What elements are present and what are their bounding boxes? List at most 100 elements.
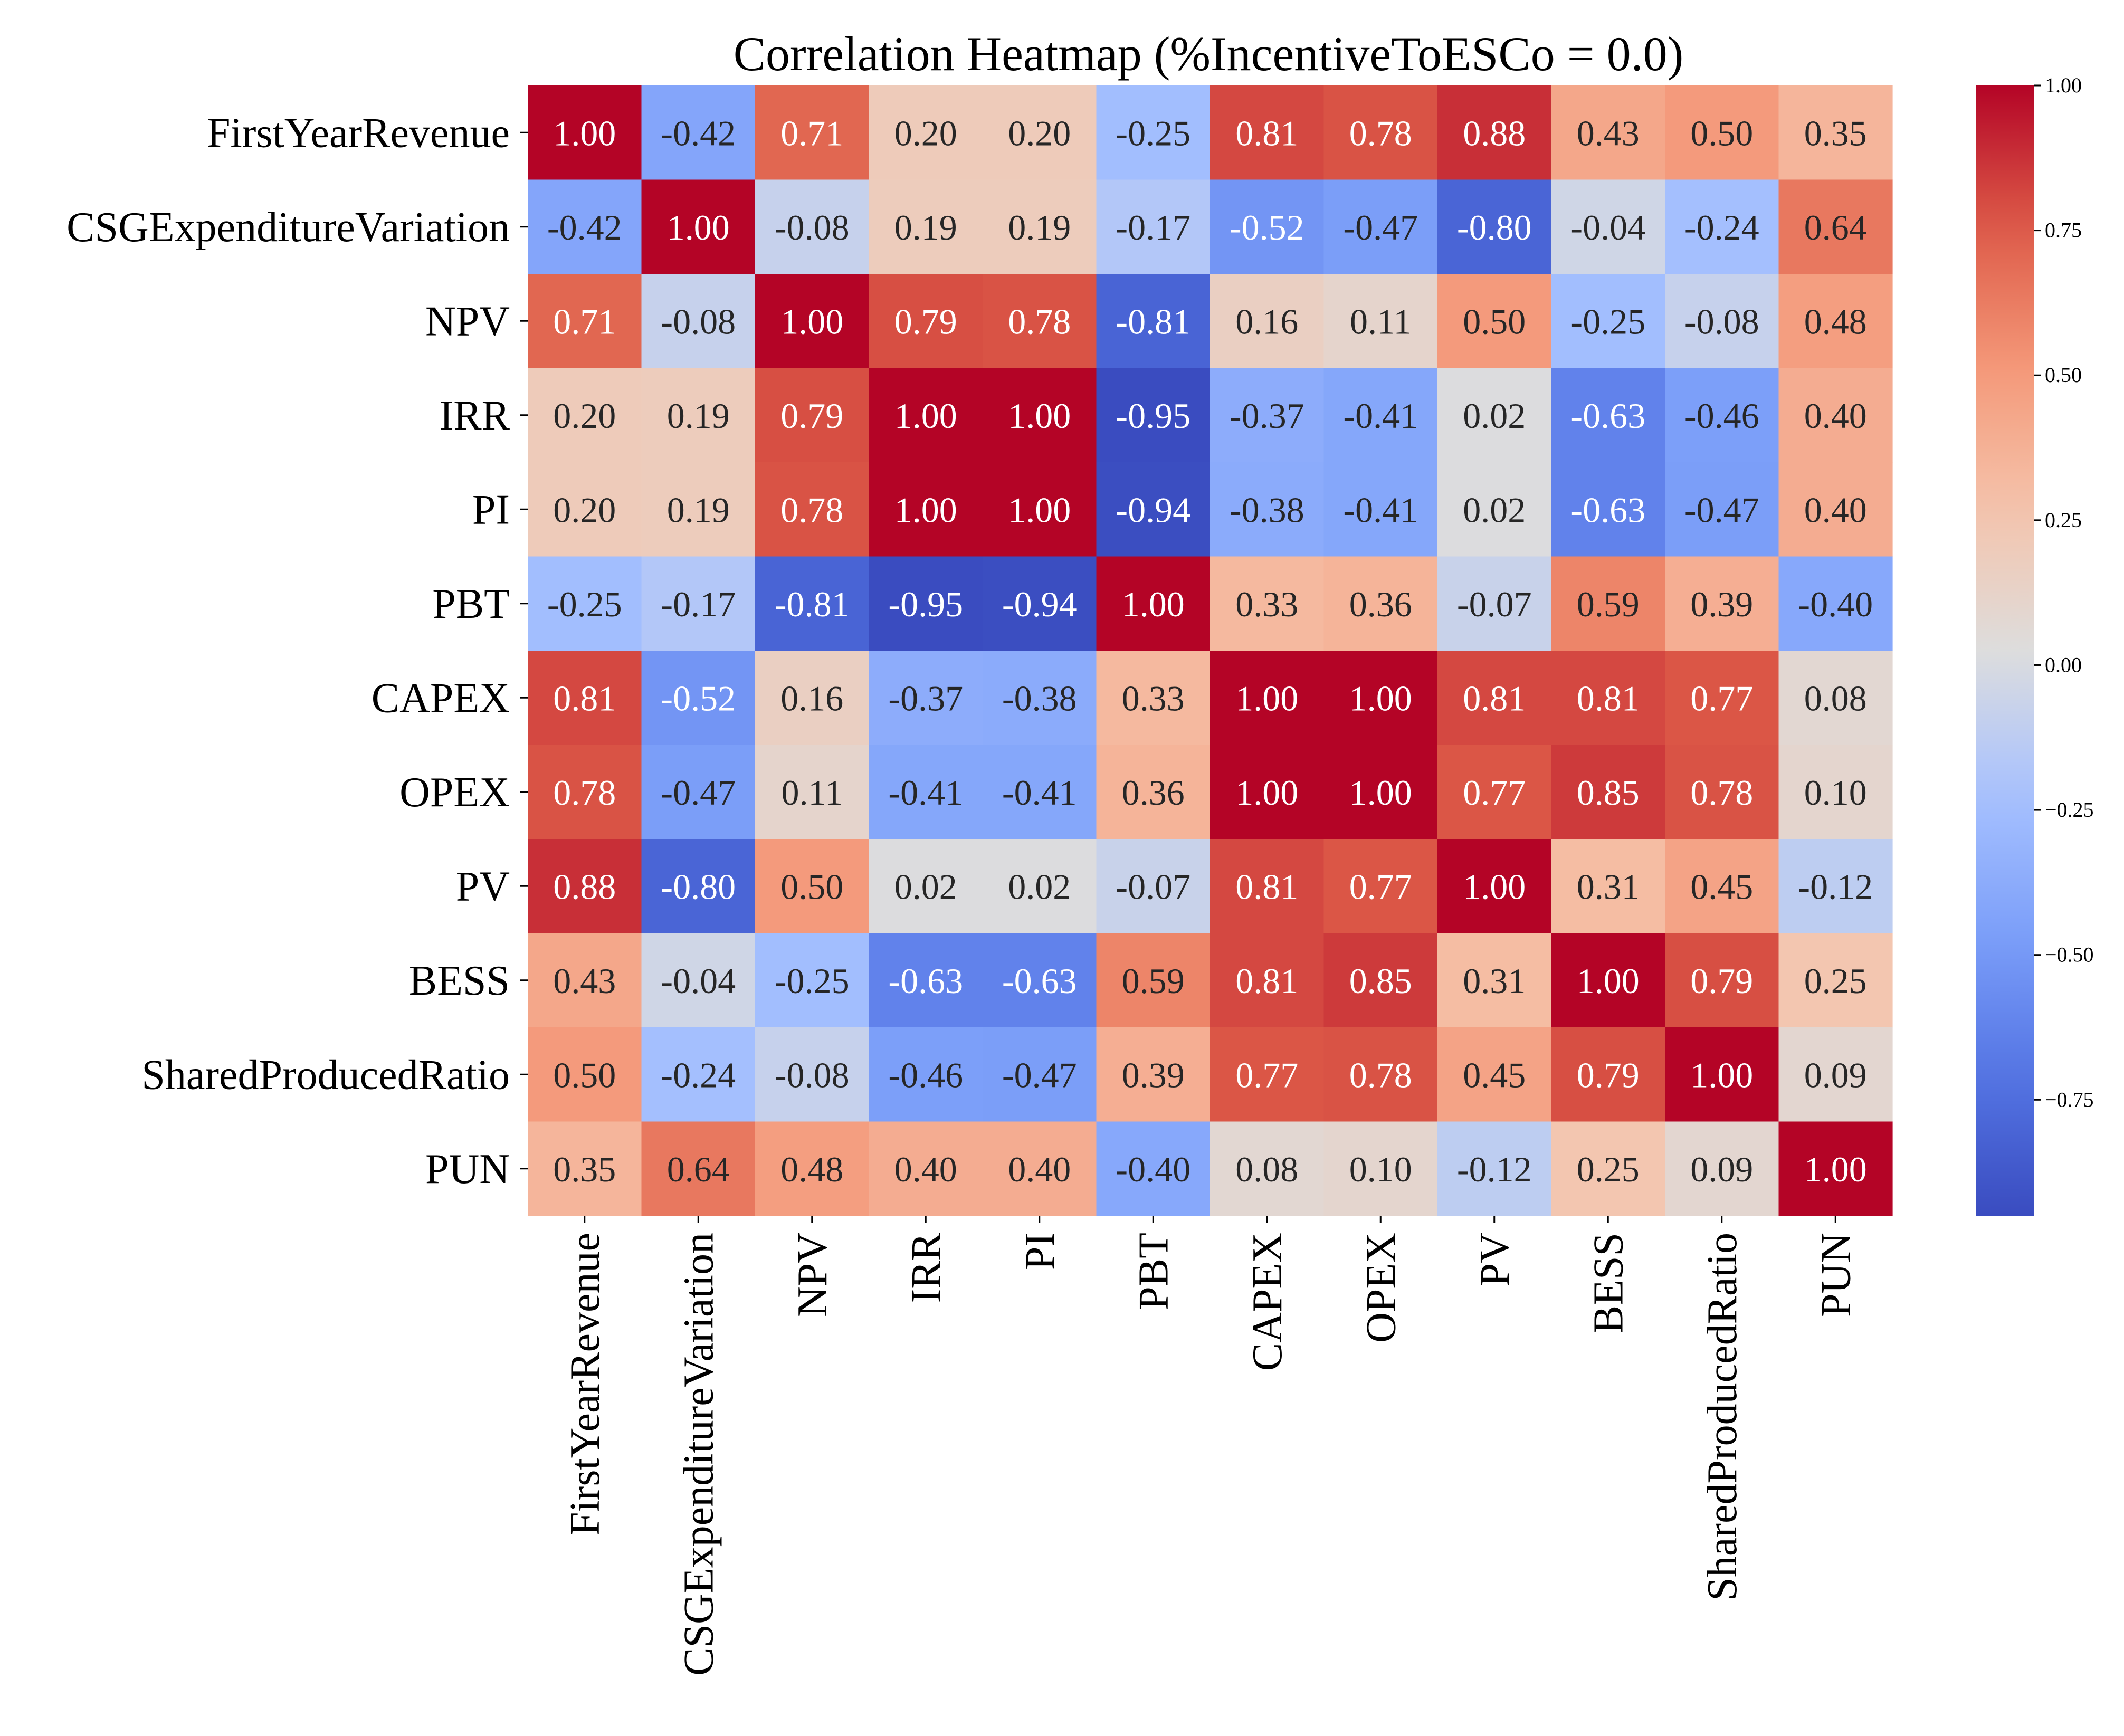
cell-value-label: -0.47: [1343, 207, 1418, 247]
heatmap-cell: [869, 745, 983, 840]
heatmap-cell: [1323, 651, 1438, 746]
heatmap-cell: [1551, 274, 1665, 369]
cell-value-label: 1.00: [1008, 490, 1071, 530]
heatmap-cell: [1551, 1121, 1665, 1216]
heatmap-cell: [641, 274, 756, 369]
heatmap-cell: [641, 1121, 756, 1216]
heatmap-cell: [1665, 85, 1779, 180]
heatmap-cell: [1096, 1027, 1211, 1122]
cell-value-label: 0.81: [1577, 678, 1640, 718]
heatmap-cell: [755, 1121, 870, 1216]
cell-value-label: -0.25: [775, 961, 850, 1001]
heatmap-cell: [983, 933, 1097, 1028]
cell-value-label: 0.02: [1008, 866, 1071, 907]
cell-value-label: 1.00: [894, 396, 957, 436]
cell-value-label: 1.00: [1804, 1149, 1867, 1189]
y-tick-label: NPV: [425, 298, 510, 345]
heatmap-cell: [755, 839, 870, 934]
heatmap-cell: [528, 85, 642, 180]
heatmap-cell: [983, 1027, 1097, 1122]
cell-value-label: 0.10: [1349, 1149, 1412, 1189]
cell-value-label: 0.50: [780, 866, 843, 907]
heatmap-cell: [1437, 274, 1552, 369]
heatmap-cell: [1210, 1121, 1325, 1216]
heatmap-cell: [1437, 368, 1552, 463]
heatmap-cell: [1778, 274, 1893, 369]
cell-value-label: 1.00: [1690, 1055, 1753, 1095]
cell-value-label: 1.00: [1349, 772, 1412, 813]
colorbar-tick-label: 0.25: [2045, 508, 2082, 532]
cell-value-label: -0.38: [1230, 490, 1304, 530]
heatmap-cells: 1.00 -0.42 0.71 0.20 0.20 -0.25 0.81 0.78 0.88 0.…: [528, 85, 1893, 1216]
cell-value-label: 1.00: [553, 113, 616, 153]
cell-value-label: 0.02: [1463, 396, 1526, 436]
cell-value-label: 0.10: [1804, 772, 1867, 813]
cell-value-label: -0.63: [888, 961, 963, 1001]
heatmap-cell: [1778, 1027, 1893, 1122]
cell-value-label: -0.81: [775, 584, 850, 624]
cell-value-label: 0.50: [1690, 113, 1753, 153]
colorbar-tick-label: −0.25: [2045, 798, 2094, 822]
x-tick-label: PI: [1017, 1233, 1063, 1270]
cell-value-label: 0.48: [1804, 301, 1867, 341]
cell-value-label: 1.00: [1349, 678, 1412, 718]
cell-value-label: 0.33: [1122, 678, 1185, 718]
heatmap-cell: [755, 933, 870, 1028]
heatmap-cell: [869, 462, 983, 557]
heatmap-cell: [869, 651, 983, 746]
cell-value-label: -0.52: [1230, 207, 1304, 247]
cell-value-label: 0.25: [1804, 961, 1867, 1001]
heatmap-cell: [869, 85, 983, 180]
cell-value-label: -0.04: [1570, 207, 1645, 247]
colorbar-gradient: [1976, 85, 2034, 1216]
heatmap-cell: [1323, 839, 1438, 934]
heatmap-cell: [1096, 651, 1211, 746]
cell-value-label: -0.41: [1343, 396, 1418, 436]
heatmap-cell: [1437, 179, 1552, 274]
heatmap-cell: [641, 933, 756, 1028]
cell-value-label: 0.79: [1577, 1055, 1640, 1095]
heatmap-cell: [528, 651, 642, 746]
heatmap-cell: [528, 179, 642, 274]
cell-value-label: -0.07: [1457, 584, 1532, 624]
cell-value-label: 1.00: [667, 207, 730, 247]
heatmap-cell: [755, 462, 870, 557]
cell-value-label: 0.45: [1690, 866, 1753, 907]
heatmap-cell: [755, 1027, 870, 1122]
cell-value-label: -0.40: [1798, 584, 1873, 624]
cell-value-label: -0.17: [661, 584, 736, 624]
x-tick-label: BESS: [1585, 1233, 1632, 1333]
heatmap-cell: [983, 839, 1097, 934]
heatmap-cell: [1437, 462, 1552, 557]
cell-value-label: -0.63: [1002, 961, 1077, 1001]
cell-value-label: 0.77: [1463, 772, 1526, 813]
heatmap-cell: [1665, 1027, 1779, 1122]
cell-value-label: 0.71: [553, 301, 616, 341]
heatmap-cell: [869, 179, 983, 274]
cell-value-label: 0.20: [894, 113, 957, 153]
x-tick-label: PUN: [1813, 1233, 1859, 1317]
cell-value-label: -0.12: [1457, 1149, 1532, 1189]
cell-value-label: 1.00: [1235, 678, 1298, 718]
cell-value-label: -0.42: [661, 113, 736, 153]
heatmap-cell: [641, 179, 756, 274]
heatmap-cell: [983, 274, 1097, 369]
heatmap-cell: [1778, 368, 1893, 463]
heatmap-cell: [528, 368, 642, 463]
heatmap-cell: [1210, 651, 1325, 746]
cell-value-label: 0.78: [1008, 301, 1071, 341]
y-tick-label: CSGExpenditureVariation: [66, 204, 510, 251]
heatmap-cell: [755, 745, 870, 840]
x-axis: FirstYearRevenue CSGExpenditureVariation N…: [562, 1216, 1859, 1676]
heatmap-cell: [1210, 839, 1325, 934]
cell-value-label: 0.31: [1577, 866, 1640, 907]
cell-value-label: 0.81: [1463, 678, 1526, 718]
cell-value-label: -0.95: [888, 584, 963, 624]
cell-value-label: -0.25: [1570, 301, 1645, 341]
heatmap-cell: [1665, 368, 1779, 463]
heatmap-cell: [1665, 1121, 1779, 1216]
cell-value-label: -0.47: [1002, 1055, 1077, 1095]
cell-value-label: 0.79: [894, 301, 957, 341]
x-tick-label: SharedProducedRatio: [1699, 1233, 1746, 1601]
heatmap-cell: [983, 745, 1097, 840]
